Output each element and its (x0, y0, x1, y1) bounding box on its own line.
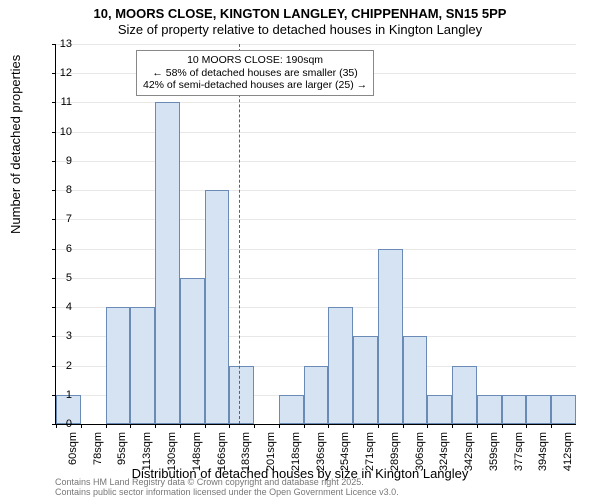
annotation-box: 10 MOORS CLOSE: 190sqm ← 58% of detached… (136, 50, 374, 96)
gridline (56, 161, 576, 162)
xtick-mark (205, 424, 206, 428)
xtick-mark (353, 424, 354, 428)
xtick-mark (427, 424, 428, 428)
annotation-line1: 10 MOORS CLOSE: 190sqm (143, 54, 367, 67)
histogram-bar (452, 366, 477, 424)
plot-area: 60sqm78sqm95sqm113sqm130sqm148sqm166sqm1… (55, 44, 576, 425)
histogram-bar (502, 395, 527, 424)
xtick-mark (452, 424, 453, 428)
xtick-mark (551, 424, 552, 428)
histogram-bar (477, 395, 502, 424)
annotation-line2: ← 58% of detached houses are smaller (35… (143, 67, 367, 80)
ytick-label: 0 (52, 418, 72, 430)
gridline (56, 132, 576, 133)
gridline (56, 219, 576, 220)
histogram-bar (155, 102, 180, 424)
ytick-label: 7 (52, 213, 72, 225)
gridline (56, 102, 576, 103)
histogram-bar (279, 395, 304, 424)
gridline (56, 249, 576, 250)
footer-text: Contains HM Land Registry data © Crown c… (55, 478, 399, 498)
gridline (56, 190, 576, 191)
xtick-mark (403, 424, 404, 428)
footer-line2: Contains public sector information licen… (55, 488, 399, 498)
ytick-label: 11 (52, 96, 72, 108)
xtick-mark (106, 424, 107, 428)
ytick-label: 13 (52, 38, 72, 50)
histogram-bar (427, 395, 452, 424)
chart-title-block: 10, MOORS CLOSE, KINGTON LANGLEY, CHIPPE… (0, 0, 600, 37)
xtick-mark (229, 424, 230, 428)
title-line2: Size of property relative to detached ho… (0, 22, 600, 38)
histogram-bar (353, 336, 378, 424)
histogram-bar (403, 336, 428, 424)
y-axis-label: Number of detached properties (8, 55, 23, 234)
xtick-mark (254, 424, 255, 428)
ytick-label: 1 (52, 389, 72, 401)
histogram-bar (106, 307, 131, 424)
ytick-label: 8 (52, 184, 72, 196)
xtick-mark (81, 424, 82, 428)
ytick-label: 12 (52, 67, 72, 79)
gridline (56, 44, 576, 45)
xtick-mark (279, 424, 280, 428)
gridline (56, 278, 576, 279)
histogram-bar (229, 366, 254, 424)
ytick-label: 5 (52, 272, 72, 284)
ytick-label: 10 (52, 126, 72, 138)
ytick-label: 4 (52, 301, 72, 313)
histogram-bar (551, 395, 576, 424)
histogram-bar (526, 395, 551, 424)
ytick-label: 2 (52, 360, 72, 372)
histogram-bar (205, 190, 230, 424)
xtick-mark (180, 424, 181, 428)
xtick-mark (526, 424, 527, 428)
histogram-bar (130, 307, 155, 424)
histogram-bar (378, 249, 403, 424)
xtick-mark (378, 424, 379, 428)
xtick-mark (155, 424, 156, 428)
ytick-label: 9 (52, 155, 72, 167)
ytick-label: 3 (52, 330, 72, 342)
annotation-line3: 42% of semi-detached houses are larger (… (143, 79, 367, 92)
ytick-label: 6 (52, 243, 72, 255)
histogram-bar (328, 307, 353, 424)
histogram-bar (304, 366, 329, 424)
xtick-mark (502, 424, 503, 428)
xtick-mark (328, 424, 329, 428)
chart-container: 10, MOORS CLOSE, KINGTON LANGLEY, CHIPPE… (0, 0, 600, 500)
title-line1: 10, MOORS CLOSE, KINGTON LANGLEY, CHIPPE… (0, 6, 600, 22)
xtick-mark (130, 424, 131, 428)
reference-line (239, 44, 240, 424)
histogram-bar (180, 278, 205, 424)
xtick-mark (304, 424, 305, 428)
xtick-mark (477, 424, 478, 428)
